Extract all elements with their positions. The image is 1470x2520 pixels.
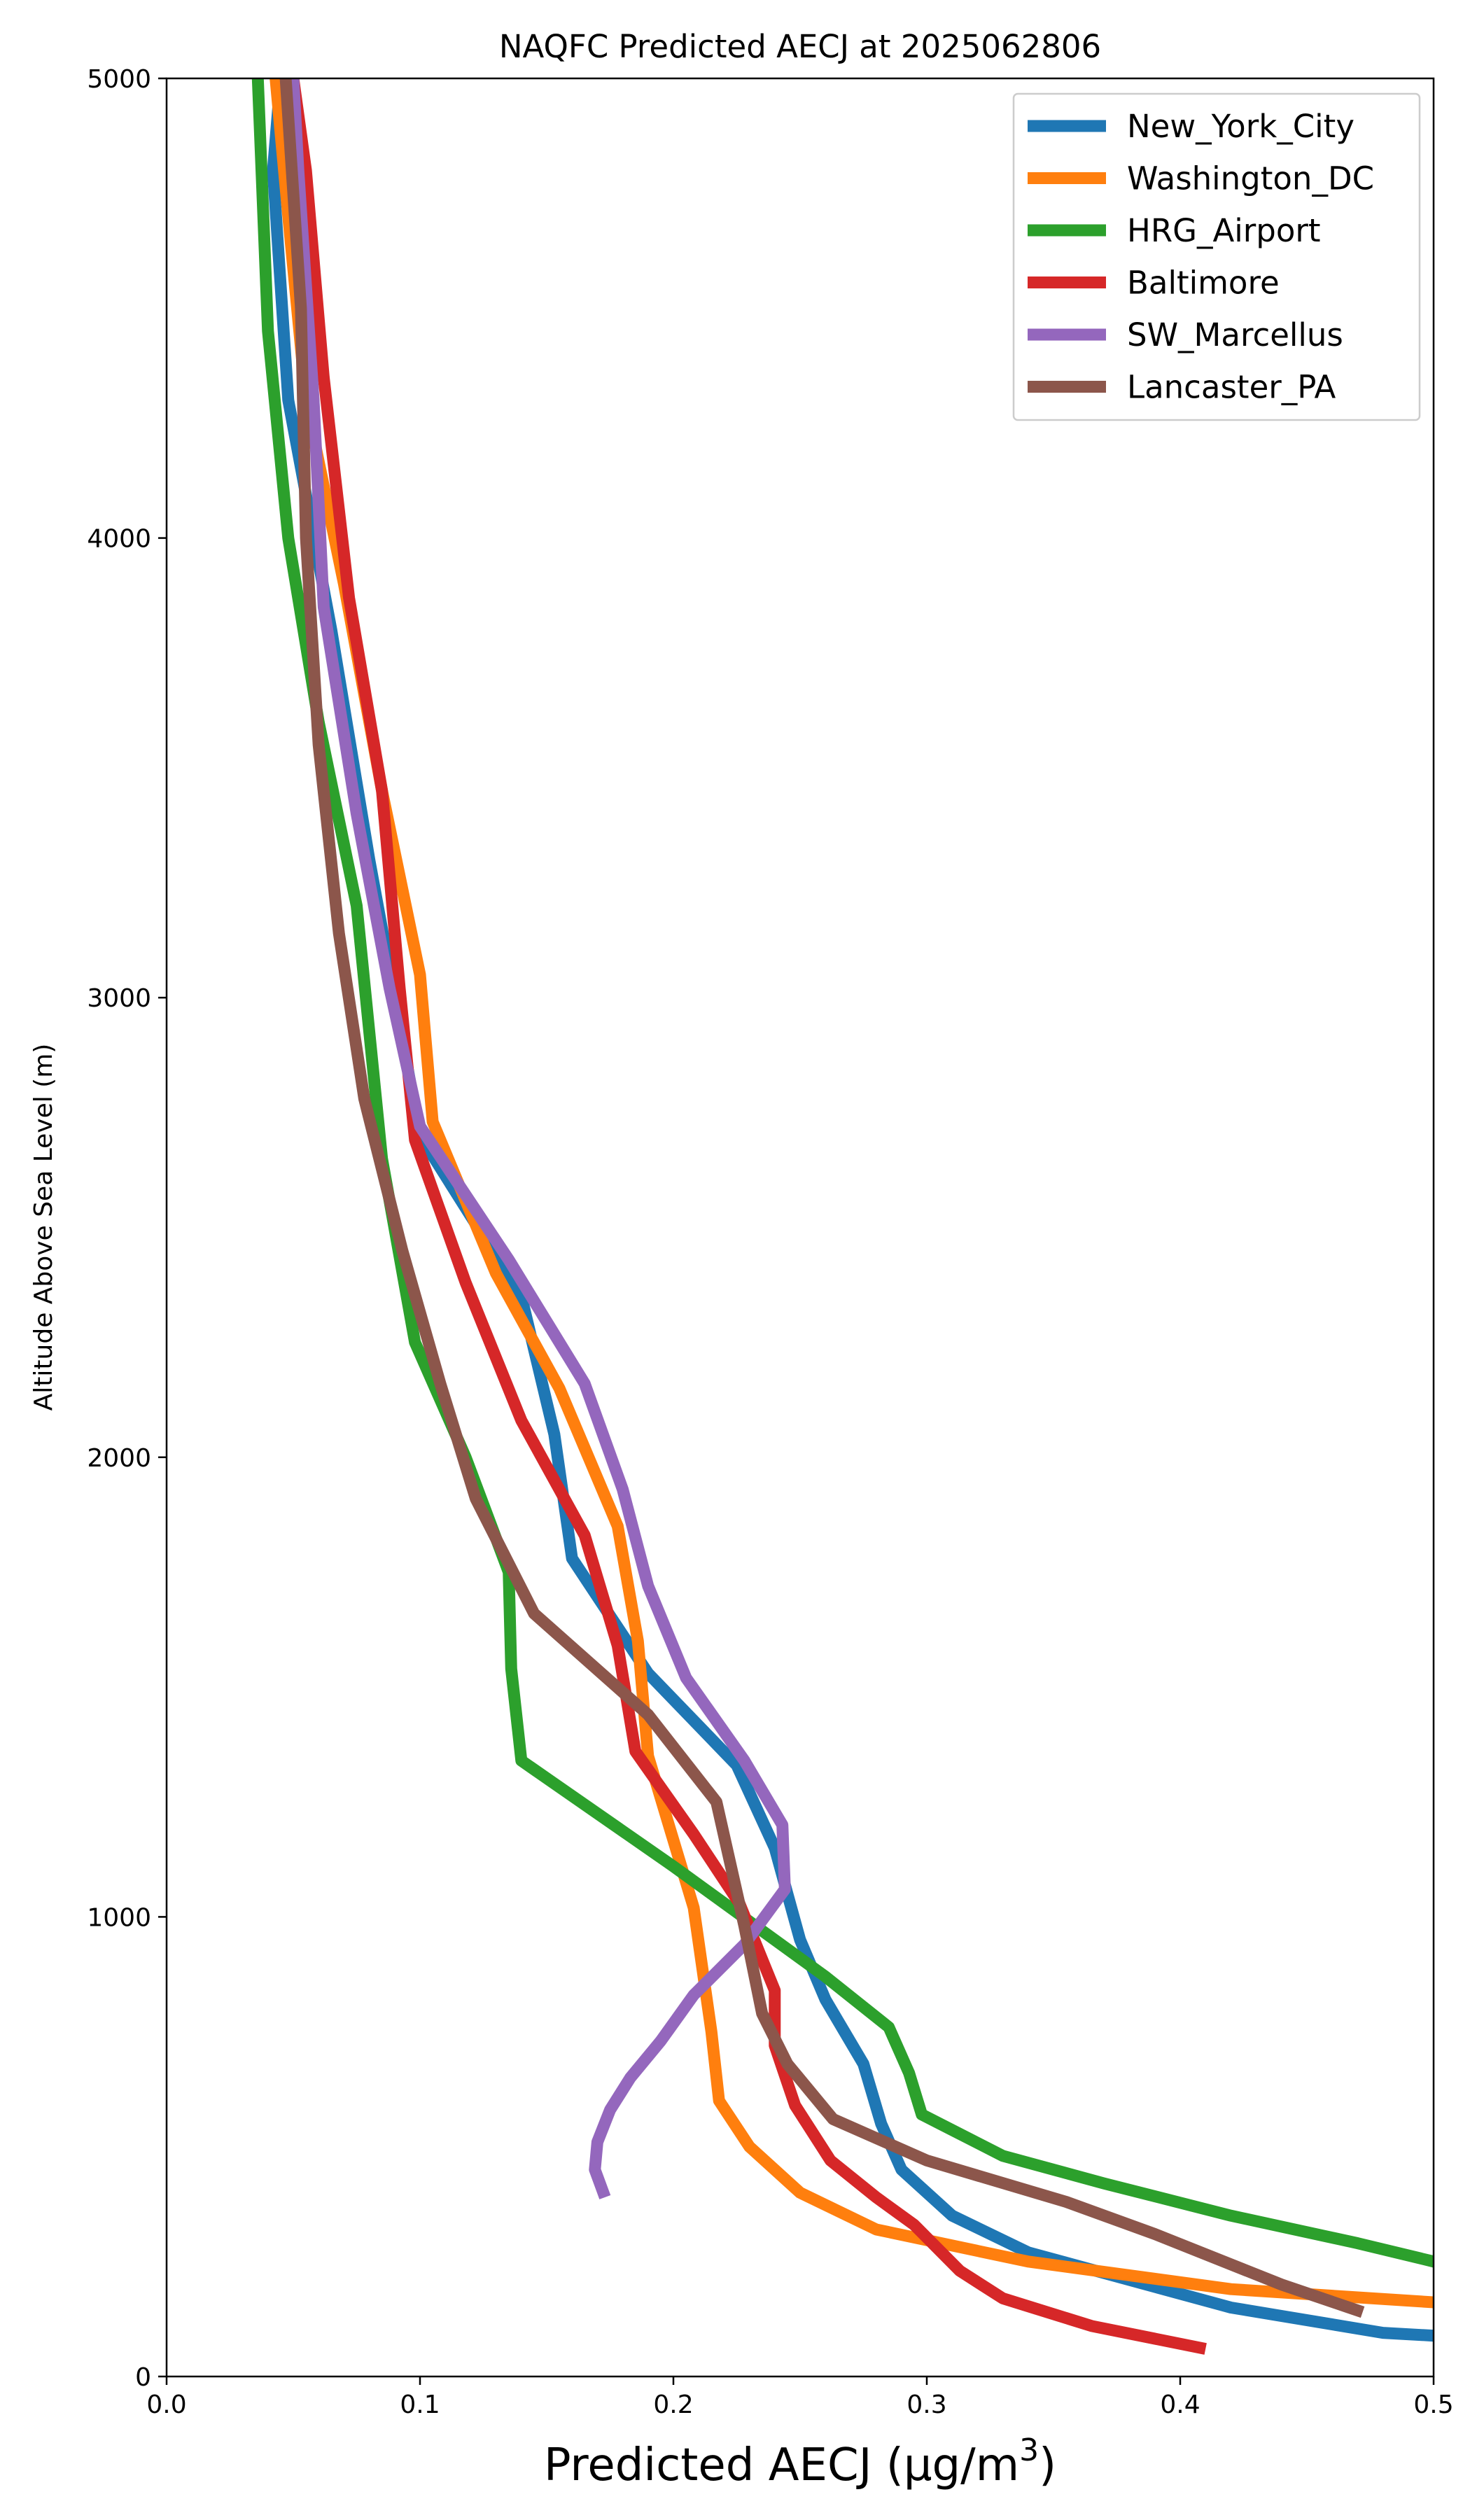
chart-title: NAQFC Predicted AECJ at 2025062806 [499,28,1101,65]
y-tick-label: 2000 [87,1444,151,1473]
y-tick-label: 3000 [87,984,151,1013]
x-axis-label: Predicted AECJ (μg/m3) [544,2432,1056,2491]
plot-frame [165,77,1435,2378]
legend-label: Washington_DC [1127,160,1374,197]
y-tick-label: 0 [135,2363,151,2392]
x-tick-label: 0.5 [1413,2390,1453,2419]
legend-frame [1012,92,1421,421]
x-tick-label: 0.3 [906,2390,946,2419]
y-axis-label: Altitude Above Sea Level (m) [29,1044,58,1411]
x-tick-label: 0.1 [400,2390,440,2419]
legend-label: New_York_City [1127,108,1354,145]
legend-label: HRG_Airport [1127,212,1321,249]
legend-label: Lancaster_PA [1127,369,1336,406]
series-layer [251,78,1434,2355]
series-line-4 [287,78,791,2199]
x-tick-label: 0.0 [146,2390,186,2419]
legend-label: SW_Marcellus [1127,316,1343,354]
series-line-3 [287,78,1207,2355]
y-tick-label: 4000 [87,525,151,554]
series-line-5 [279,78,1365,2318]
y-tick-label: 1000 [87,1903,151,1932]
x-tick-label: 0.4 [1160,2390,1200,2419]
y-axis-ticks: 0 1000 2000 3000 4000 5000 [87,65,167,2392]
y-tick-label: 5000 [87,65,151,94]
x-axis-ticks: 0.0 0.1 0.2 0.3 0.4 0.5 [146,2376,1454,2419]
x-tick-label: 0.2 [653,2390,693,2419]
legend-label: Baltimore [1127,265,1280,302]
legend: New_York_City Washington_DC HRG_Airport Bal… [1012,92,1421,421]
series-line-2 [251,78,1434,2268]
